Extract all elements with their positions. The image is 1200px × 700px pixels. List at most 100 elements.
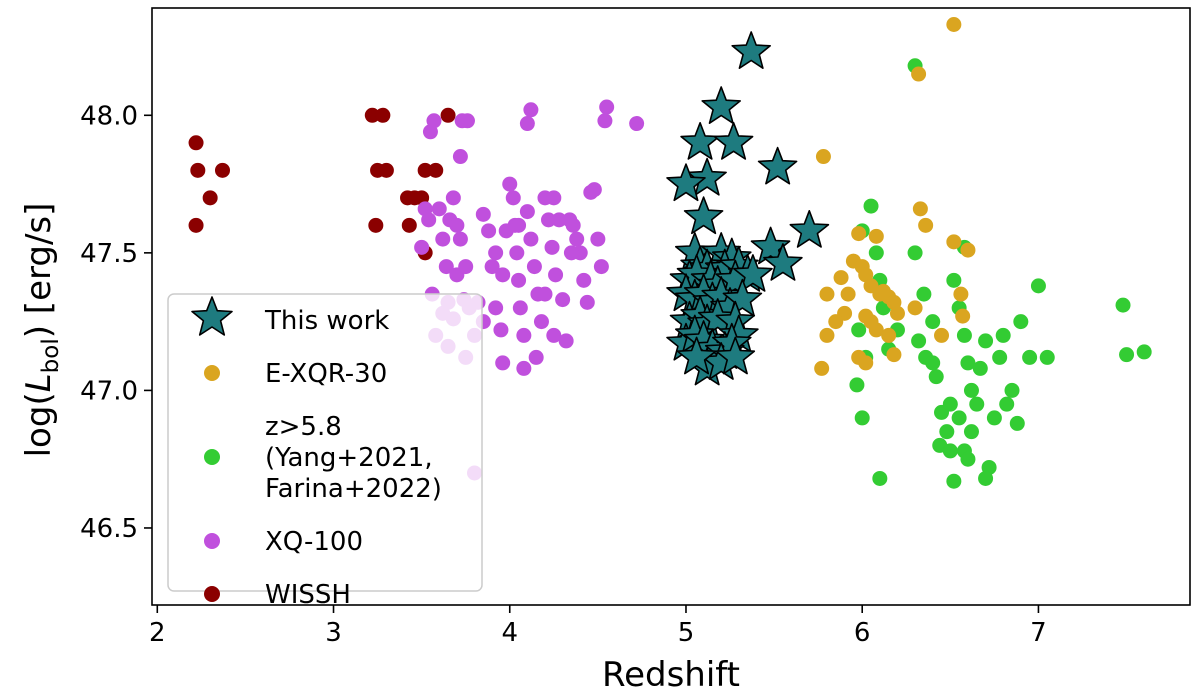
data-point <box>569 231 585 247</box>
data-point <box>593 259 609 275</box>
data-point <box>946 272 962 288</box>
legend-label: (Yang+2021, <box>265 443 433 473</box>
plot-frame <box>151 7 1191 606</box>
data-point <box>597 113 613 129</box>
data-point <box>488 300 504 316</box>
x-tick-label: 6 <box>854 618 871 648</box>
data-point <box>819 327 835 343</box>
star-point <box>687 157 727 196</box>
data-point <box>190 162 206 178</box>
data-point <box>426 113 442 129</box>
data-point <box>428 162 444 178</box>
data-point <box>523 231 539 247</box>
star-point <box>680 122 720 160</box>
legend-entry-wissh: WISSH <box>204 580 351 610</box>
y-tick-label: 46.5 <box>80 514 138 544</box>
star-point <box>731 31 772 69</box>
data-point <box>414 239 430 255</box>
data-point <box>840 286 856 302</box>
legend-label: E-XQR-30 <box>265 359 387 389</box>
y-tick-label: 47.0 <box>80 376 138 406</box>
data-point <box>872 470 888 486</box>
data-point <box>493 322 509 338</box>
y-axis-label-suffix: ) [erg/s] <box>19 203 59 339</box>
legend-label: Farina+2022) <box>265 474 442 504</box>
data-point <box>505 190 521 206</box>
data-point <box>452 231 468 247</box>
data-point <box>541 212 557 228</box>
x-tick-label: 5 <box>678 618 695 648</box>
data-point <box>214 162 230 178</box>
data-point <box>972 360 988 376</box>
data-point <box>475 206 491 222</box>
data-point <box>509 245 525 261</box>
star-point <box>757 146 798 185</box>
data-point <box>946 473 962 489</box>
data-point <box>401 217 417 233</box>
data-point <box>969 396 985 412</box>
data-point <box>918 217 934 233</box>
data-point <box>440 107 456 123</box>
data-point <box>548 267 564 283</box>
data-point <box>946 234 962 250</box>
data-point <box>629 116 645 132</box>
data-point <box>907 245 923 261</box>
data-point <box>551 212 567 228</box>
star-point <box>666 163 706 202</box>
data-point <box>449 217 465 233</box>
data-point <box>188 135 204 151</box>
data-point <box>1039 349 1055 365</box>
x-tick-label: 2 <box>149 618 166 648</box>
data-points <box>188 17 1152 489</box>
star-point <box>701 86 742 124</box>
star-point <box>676 336 717 375</box>
data-point <box>851 322 867 338</box>
data-point <box>438 259 454 275</box>
y-tick-label: 47.5 <box>80 239 138 269</box>
data-point <box>851 226 867 242</box>
legend-marker <box>204 365 220 381</box>
data-point <box>452 149 468 165</box>
data-point <box>934 327 950 343</box>
star-point <box>683 196 724 235</box>
data-point <box>992 349 1008 365</box>
y-axis-label-var: L <box>19 373 59 392</box>
data-point <box>960 242 976 258</box>
legend-entry-this-work: This work <box>191 296 389 336</box>
data-point <box>495 267 511 283</box>
data-point <box>939 424 955 440</box>
plot-layer <box>188 17 1152 489</box>
x-tick-label: 4 <box>501 618 518 648</box>
data-point <box>512 300 528 316</box>
data-point <box>858 355 874 371</box>
data-point <box>925 355 941 371</box>
y-axis-label: log(Lbol) [erg/s] <box>19 203 64 458</box>
data-point <box>555 292 571 308</box>
data-point <box>188 217 204 233</box>
data-point <box>519 116 535 132</box>
data-point <box>421 212 437 228</box>
data-point <box>558 333 574 349</box>
star-point <box>713 122 754 160</box>
data-point <box>375 107 391 123</box>
legend-box <box>167 293 483 592</box>
data-point <box>544 239 560 255</box>
series-z-5-8-yang-2021-farina-2022 <box>849 58 1152 489</box>
series-this-work <box>666 31 830 386</box>
data-point <box>956 327 972 343</box>
data-point <box>881 327 897 343</box>
x-tick-label: 3 <box>325 618 342 648</box>
star-point <box>722 278 763 317</box>
data-point <box>1030 278 1046 294</box>
data-point <box>565 217 581 233</box>
data-point <box>502 176 518 192</box>
data-point <box>579 294 595 310</box>
data-point <box>946 17 962 33</box>
series-wissh <box>188 107 456 261</box>
data-point <box>916 286 932 302</box>
data-point <box>1009 415 1025 431</box>
data-point <box>1136 344 1152 360</box>
data-point <box>986 410 1002 426</box>
data-point <box>537 286 553 302</box>
